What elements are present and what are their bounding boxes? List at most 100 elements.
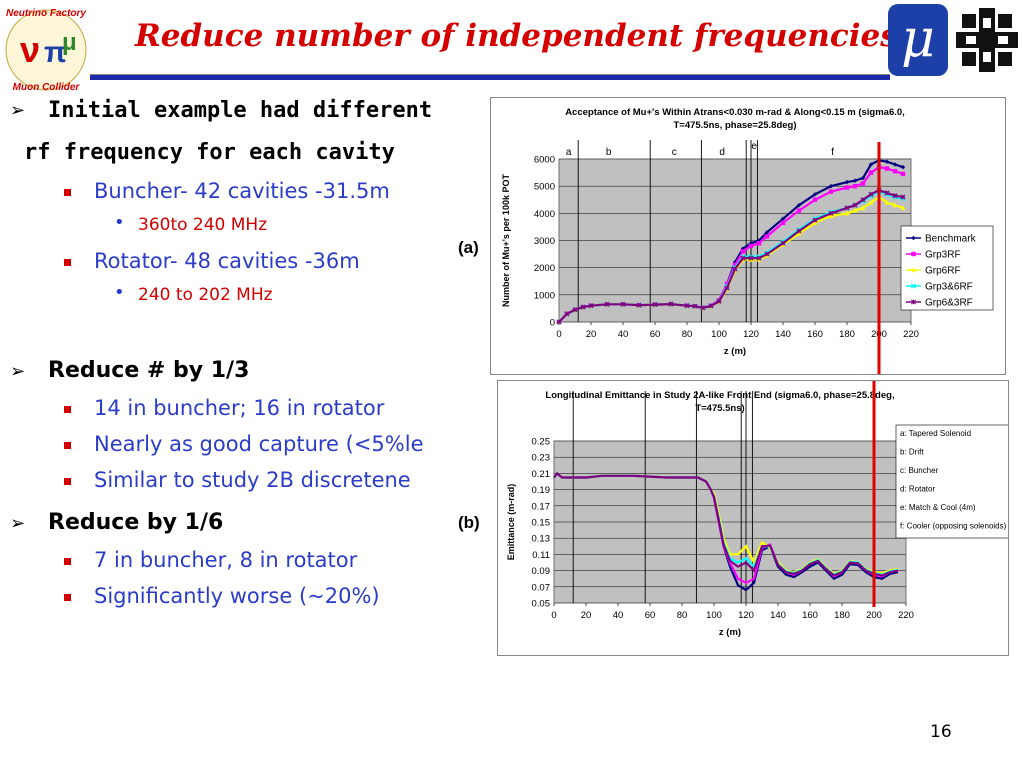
acceptance-chart-frame: Acceptance of Mu+'s Within Atrans<0.030 … [490,97,1006,375]
title-underline [90,74,890,80]
bullet-2-sub-2: Nearly as good capture (<5%le [94,432,424,456]
chart-0-data-point [900,194,906,200]
chart-1-ytick-label: 0.15 [532,518,551,529]
nf-logo-mu: μ [62,29,77,56]
chart-0-data-point [756,241,762,246]
chart-0-data-point [588,303,594,309]
chart-0-xtick-label: 220 [903,329,919,340]
chart-0-data-point [892,162,898,167]
chart-0-data-point [844,179,850,185]
chart-1-ytick-label: 0.21 [532,469,551,480]
chart-1-title: Longitudinal Emittance in Study 2A-like … [545,390,894,401]
chart-0-data-point [860,181,866,186]
bullet-arrow-icon: ➢ [10,361,26,382]
bullet-3: Reduce by 1/6 [48,510,224,535]
chart-0-data-point [796,202,802,208]
chart-1-xtick-label: 80 [677,610,688,621]
chart-0-ytick-label: 3000 [534,236,555,247]
chart-0-xtick-label: 0 [556,329,561,340]
square-bullet-icon [64,594,71,601]
chart-1-region-legend [895,424,1015,539]
chart-0-data-point [812,197,818,202]
bullet-2: Reduce # by 1/3 [48,358,250,383]
chart-0-data-point [868,199,874,205]
chart-0-ylabel: Number of Mu+'s per 100k POT [501,174,511,307]
chart-0-legend-marker [911,251,916,257]
chart-0-data-point [580,304,586,310]
chart-0-legend-label: Grp3&6RF [925,282,973,293]
chart-0-data-point [900,171,906,177]
chart-0-data-point [620,301,626,307]
chart-1-ytick-label: 0.19 [532,485,551,496]
chart-0-data-point [844,185,850,190]
chart-0-data-point [828,210,834,216]
chart-1-xtick-label: 40 [613,610,624,621]
chart-1-xtick-label: 20 [581,610,592,621]
chart-0-title: Acceptance of Mu+'s Within Atrans<0.030 … [565,107,905,118]
chart-0-data-point [860,175,866,181]
bullet-2-sub-1: 14 in buncher; 16 in rotator [94,396,385,420]
chart-0-region-label: c [672,147,677,158]
chart-0-title2: T=475.5ns, phase=25.8deg) [673,120,796,131]
emittance-chart: Longitudinal Emittance in Study 2A-like … [506,381,1015,638]
chart-0-region-label: e [751,141,757,152]
chart-0-data-point [724,285,730,291]
chart-1-ytick-label: 0.23 [532,453,551,464]
chart-1-region-legend-entry: c: Buncher [900,466,939,475]
chart-0-data-point [636,302,642,308]
chart-0-data-point [668,301,674,307]
chart-0-data-point [852,207,858,213]
chart-0-xtick-label: 20 [586,329,597,340]
panel-label-a: (a) [458,238,479,257]
chart-0-data-point [716,298,722,304]
chart-0-legend-label: Grp6&3RF [925,298,973,309]
chart-0-legend-marker [911,235,916,241]
chart-0-data-point [764,234,770,239]
chart-0-data-point [892,169,898,174]
bullet-1-sub-2-detail: 240 to 202 MHz [138,285,273,305]
chart-0-data-point [868,162,874,167]
acceptance-chart: Acceptance of Mu+'s Within Atrans<0.030 … [501,107,994,374]
chart-0-data-point [604,301,610,307]
dot-bullet-icon: • [114,212,125,233]
chart-0-xtick-label: 80 [682,329,693,340]
chart-1-xtick-label: 0 [551,610,556,621]
text-clip-mask [452,96,492,566]
chart-0-data-point [740,249,746,254]
page-number: 16 [930,722,952,742]
chart-0-data-point [828,213,834,219]
chart-0-data-point [652,302,658,308]
chart-0-xlabel: z (m) [724,346,746,357]
chart-0-xtick-label: 40 [618,329,629,340]
chart-0-data-point [684,303,690,309]
chart-0-data-point [812,217,818,223]
chart-0-data-point [868,170,874,175]
chart-0-data-point [828,189,834,194]
bullet-1-line1: Initial example had different [48,98,433,123]
chart-0-legend-label: Grp6RF [925,266,961,277]
bullet-arrow-icon: ➢ [10,513,26,534]
neutrino-factory-logo: Neutrino Factory ν π μ Muon Collider [5,8,87,93]
bullet-1-line2: rf frequency for each cavity [24,140,395,165]
chart-0-data-point [884,199,890,205]
chart-0-data-point [756,255,762,261]
square-bullet-icon [64,406,71,413]
square-bullet-icon [64,189,71,196]
mu-logo: μ [888,4,948,76]
chart-0-data-point [732,260,738,265]
chart-0-xtick-label: 120 [743,329,759,340]
chart-0-xtick-label: 60 [650,329,661,340]
bullet-3-sub-1: 7 in buncher, 8 in rotator [94,548,358,572]
nf-logo-nu: ν [20,29,40,70]
chart-1-region-legend-entry: e: Match & Cool (4m) [900,503,976,512]
chart-0-data-point [780,240,786,246]
chart-1-region-legend-entry: a: Tapered Solenoid [900,429,971,438]
chart-0-data-point [780,216,786,221]
chart-1-region-legend-entry: f: Cooler (opposing solenoids) [900,522,1007,531]
bullet-1-sub-1-detail: 360to 240 MHz [138,215,268,235]
chart-0-ytick-label: 1000 [534,290,555,301]
chart-0-data-point [748,255,754,261]
bullet-1-sub-1: Buncher- 42 cavities -31.5m [94,179,390,203]
chart-0-region-label: b [606,147,612,158]
chart-0-legend-marker [911,267,916,273]
